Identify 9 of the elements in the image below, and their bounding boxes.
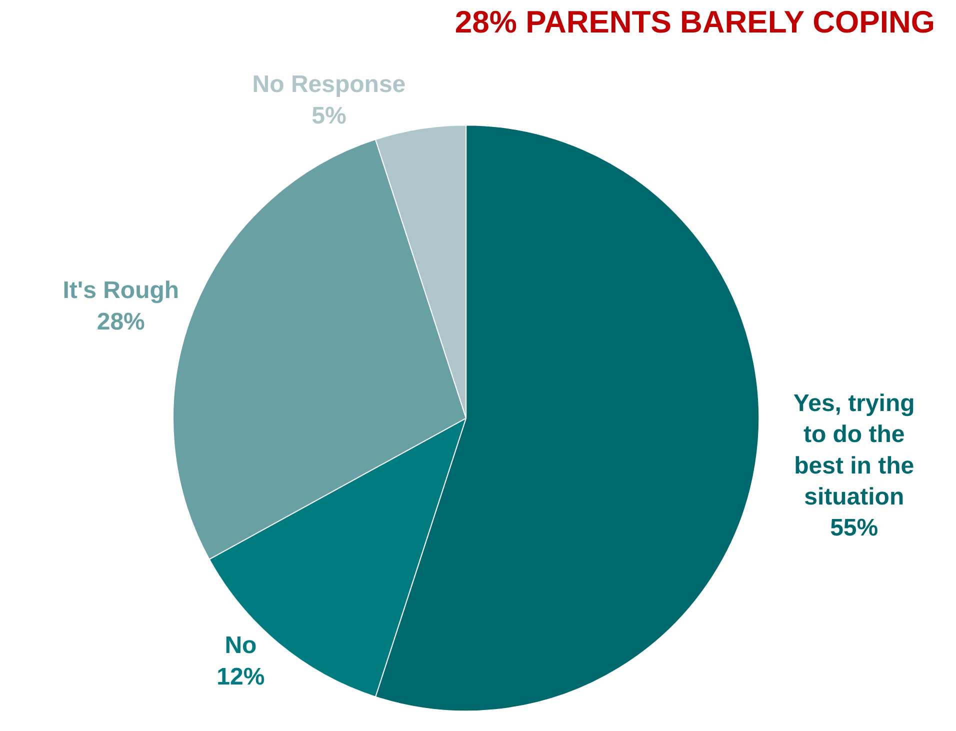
data-label: 55% bbox=[830, 514, 878, 542]
data-label: 12% bbox=[216, 663, 265, 690]
slice-label: Yes, trying to do the best in the situation bbox=[793, 390, 915, 511]
slice-label: No bbox=[224, 632, 257, 660]
data-label: 28% bbox=[96, 308, 145, 336]
data-label: 5% bbox=[312, 102, 346, 130]
chart-title: 28% PARENTS BARELY COPING bbox=[454, 4, 935, 40]
slice-label: It's Rough bbox=[62, 277, 180, 304]
slice-label: No Response bbox=[252, 71, 406, 98]
